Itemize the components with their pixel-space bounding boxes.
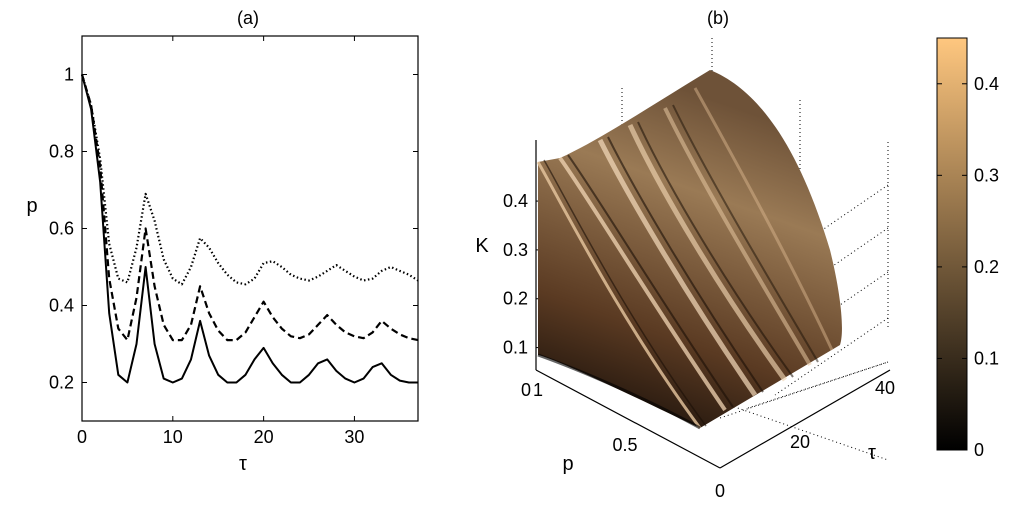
panel-b-tau-axis — [719, 369, 891, 469]
tau-tick-label: 20 — [790, 432, 810, 452]
panel-a-axes-box — [81, 35, 419, 422]
panel-a-title: (a) — [237, 8, 259, 28]
panel-b-tau-label: τ — [868, 442, 876, 464]
panel-a-y-ticks: 0.2 0.4 0.6 0.8 1 — [49, 65, 418, 393]
y-tick-label: 0.2 — [49, 373, 74, 393]
panel-b-p-label: p — [562, 453, 573, 475]
colorbar-tick-label: 0.3 — [974, 165, 999, 185]
panel-a-x-label: τ — [239, 453, 247, 475]
panel-b-z-label: K — [475, 235, 489, 257]
series-line-solid — [81, 74, 418, 384]
x-tick-label: 30 — [344, 427, 364, 447]
colorbar-ticks: 0 0.1 0.2 0.3 0.4 — [937, 74, 999, 460]
p-tick-label: 1 — [533, 380, 543, 400]
z-tick-label: 0.4 — [503, 191, 528, 211]
colorbar-tick-label: 0 — [974, 440, 984, 460]
panel-b-surface — [536, 70, 842, 430]
colorbar-tick-label: 0.1 — [974, 348, 999, 368]
z-tick-label: 0.2 — [503, 289, 528, 309]
y-tick-label: 1 — [64, 65, 74, 85]
series-line-dashed — [80, 74, 419, 342]
panel-b-z-ticks: 0.1 0.2 0.3 0.4 — [503, 191, 542, 358]
p-tick-label: 0.5 — [612, 435, 637, 455]
colorbar-tick-label: 0.2 — [974, 257, 999, 277]
colorbar-gradient — [936, 37, 968, 451]
z-tick-label: 0.1 — [503, 338, 528, 358]
colorbar: 0 0.1 0.2 0.3 0.4 — [936, 37, 999, 460]
panel-b-p-axis — [535, 369, 721, 469]
panel-a-series — [80, 74, 419, 384]
panel-a-y-label: p — [26, 195, 37, 217]
panel-b: (b) 0.1 0.2 0.3 0.4 K — [475, 8, 999, 501]
p-tick-label: 0 — [521, 380, 531, 400]
x-tick-label: 10 — [163, 427, 183, 447]
panel-a-x-ticks: 0 10 20 30 — [77, 36, 364, 447]
x-tick-label: 20 — [254, 427, 274, 447]
panel-a: (a) 0 10 20 30 0.2 0.4 0.6 0.8 1 τ p — [26, 8, 419, 475]
y-tick-label: 0.4 — [49, 296, 74, 316]
colorbar-tick-label: 0.4 — [974, 74, 999, 94]
x-tick-label: 0 — [77, 427, 87, 447]
p-tick-label: 0 — [715, 481, 725, 501]
y-tick-label: 0.6 — [49, 219, 74, 239]
panel-b-tau-ticks: 20 40 — [790, 378, 895, 452]
panel-b-title: (b) — [707, 8, 729, 28]
panel-b-p-ticks: 0 1 0.5 0 — [521, 380, 725, 501]
y-tick-label: 0.8 — [49, 142, 74, 162]
z-tick-label: 0.3 — [503, 240, 528, 260]
tau-tick-label: 40 — [875, 378, 895, 398]
